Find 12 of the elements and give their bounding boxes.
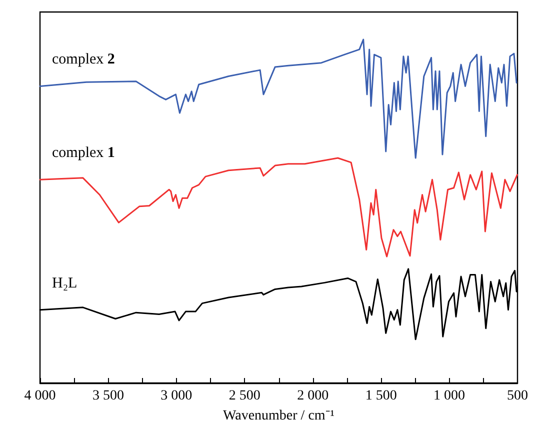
series-label: H₂L <box>52 275 78 292</box>
x-tick-label: 3 500 <box>92 388 124 404</box>
x-tick-label: 1 500 <box>365 388 397 404</box>
series-label: complex 1 <box>52 145 115 162</box>
x-tick-label: 500 <box>507 388 528 404</box>
series-label: complex 2 <box>52 52 115 68</box>
x-tick-label: 2 500 <box>228 388 260 404</box>
x-tick-label: 3 000 <box>160 388 192 404</box>
x-tick-label: 4 000 <box>24 388 56 404</box>
x-tick-label: 1 000 <box>434 388 466 404</box>
x-axis-title: Wavenumber / cm⁻¹ <box>223 408 334 424</box>
x-tick-label: 2 000 <box>297 388 329 404</box>
